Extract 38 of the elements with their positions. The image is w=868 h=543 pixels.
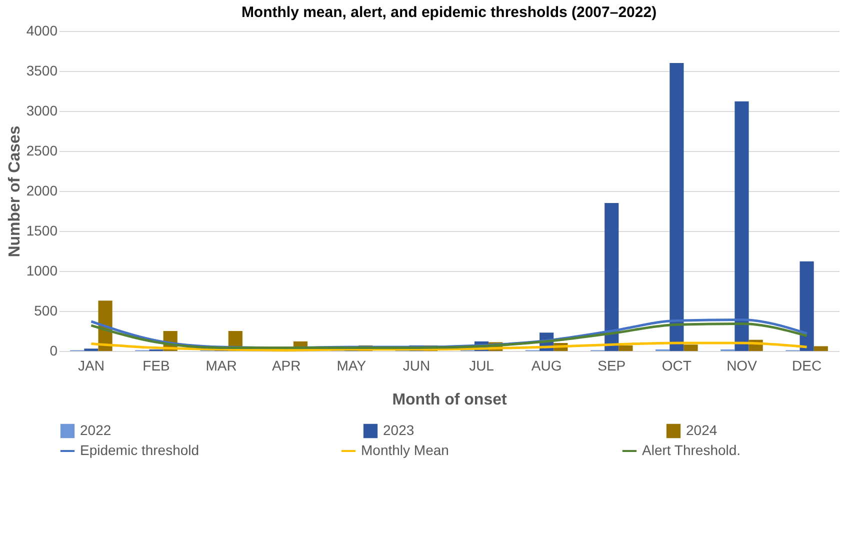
y-tick-label: 2500 (26, 142, 58, 158)
y-tick-label: 1500 (26, 222, 58, 238)
bar (618, 345, 633, 351)
y-tick-label: 1000 (26, 262, 58, 278)
x-tick-label: NOV (726, 358, 758, 374)
bar (734, 101, 749, 351)
bar (604, 203, 619, 351)
bar (800, 261, 814, 351)
x-tick-label: MAY (336, 358, 367, 374)
y-tick-label: 500 (34, 302, 58, 318)
y-tick-label: 2000 (26, 182, 58, 198)
bar (684, 344, 698, 351)
x-tick-label: FEB (142, 358, 170, 374)
x-tick-label: MAR (206, 358, 237, 374)
x-tick-label: AUG (531, 358, 562, 374)
legend-label: 2023 (383, 422, 414, 438)
y-tick-label: 0 (50, 342, 58, 358)
legend-label: 2022 (80, 422, 112, 438)
legend-label: 2024 (686, 422, 718, 438)
legend-label: Epidemic threshold (80, 442, 200, 458)
x-tick-label: SEP (598, 358, 626, 374)
bar (814, 346, 828, 351)
x-axis-title: Month of onset (392, 392, 508, 408)
line-series (90, 342, 808, 352)
y-tick-label: 4000 (26, 22, 58, 38)
x-tick-label: JAN (78, 358, 104, 374)
y-tick-label: 3500 (26, 62, 58, 78)
chart-title: Monthly mean, alert, and epidemic thresholds (2007–2022) (241, 4, 657, 21)
x-tick-label: OCT (662, 358, 692, 374)
legend-label: Alert Threshold. (642, 442, 741, 458)
x-tick-label: DEC (792, 358, 822, 374)
y-tick-label: 3000 (26, 102, 58, 118)
y-axis-title: Number of Cases (6, 126, 24, 258)
bar (670, 63, 684, 351)
x-tick-label: APR (272, 358, 301, 374)
legend-label: Monthly Mean (361, 442, 449, 458)
x-tick-label: JUL (469, 358, 494, 374)
x-tick-label: JUN (402, 358, 430, 374)
